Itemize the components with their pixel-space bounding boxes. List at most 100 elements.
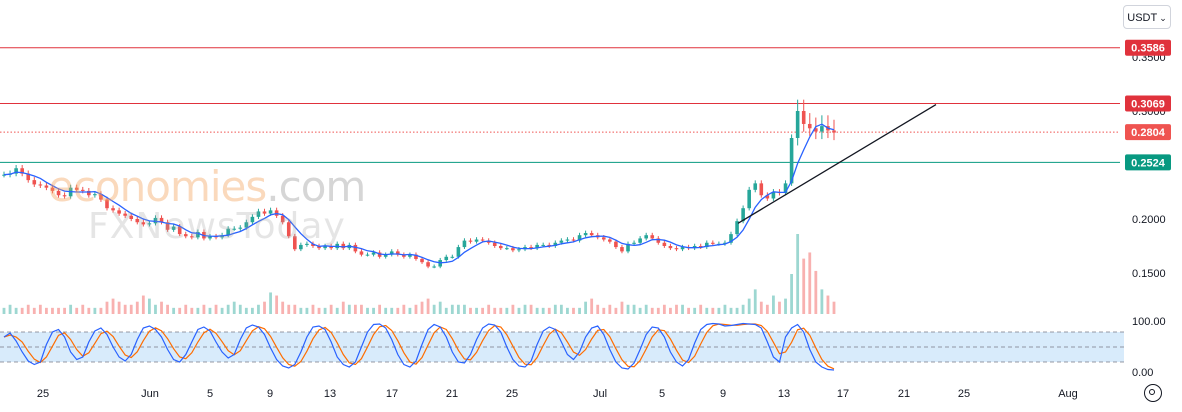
candle-body <box>620 247 624 252</box>
volume-bar <box>765 304 769 314</box>
candle-body <box>735 221 739 235</box>
x-tick-label: 25 <box>37 388 49 400</box>
volume-bar <box>620 301 624 314</box>
candle-body <box>365 254 370 256</box>
volume-bar <box>529 304 533 314</box>
volume-bar <box>426 298 430 314</box>
candle-body <box>2 174 6 176</box>
candle-body <box>395 251 400 255</box>
volume-bar <box>63 307 66 314</box>
candle-body <box>256 211 261 217</box>
candle-body <box>183 234 188 237</box>
candle-body <box>511 248 515 251</box>
stoch-tick-label: 100.00 <box>1132 316 1166 328</box>
candle-body <box>486 240 491 243</box>
x-tick-label: 25 <box>506 388 518 400</box>
price-level-label: 0.2524 <box>1131 157 1166 169</box>
candle-body <box>729 234 733 243</box>
candle-body <box>208 236 212 239</box>
candle-body <box>553 242 558 246</box>
currency-selector[interactable]: USDT ⌄ <box>1123 5 1171 29</box>
volume-bar <box>51 307 54 314</box>
volume-bar <box>517 307 521 314</box>
candle-body <box>414 254 418 259</box>
volume-bar <box>20 307 24 314</box>
candle-body <box>420 258 424 263</box>
candle-body <box>559 240 564 243</box>
volume-bar <box>360 304 363 314</box>
volume-bar <box>487 304 491 314</box>
volume-bar <box>590 298 594 314</box>
candle-body <box>444 256 449 261</box>
price-level-badge <box>1125 124 1171 141</box>
volume-bar <box>275 295 279 314</box>
volume-bar <box>311 304 315 314</box>
volume-bar <box>541 307 545 314</box>
volume-bar <box>129 304 133 314</box>
candle-body <box>426 262 430 267</box>
volume-bar <box>105 301 109 314</box>
volume-bar <box>438 301 442 314</box>
volume-bar <box>432 304 436 314</box>
price-level-label: 0.3586 <box>1131 43 1165 55</box>
watermark-sub: FXNewsToday <box>88 206 346 247</box>
volume-bar <box>220 307 224 314</box>
candle-body <box>135 219 140 223</box>
stoch-tick-label: 0.00 <box>1132 367 1153 379</box>
candle-body <box>807 123 812 129</box>
volume-bar <box>172 307 176 314</box>
volume-bar <box>148 298 151 314</box>
volume-bar <box>57 307 60 314</box>
volume-bar <box>505 307 509 314</box>
volume-bar <box>335 307 339 314</box>
candle-body <box>505 248 509 250</box>
candle-body <box>87 190 91 196</box>
x-tick-label: 21 <box>446 388 458 400</box>
volume-bar <box>269 292 272 314</box>
x-tick-label: 17 <box>837 388 849 400</box>
candle-body <box>529 247 533 249</box>
volume-bar <box>178 307 182 314</box>
volume-bar <box>384 307 388 314</box>
volume-bar <box>414 304 418 314</box>
candle-body <box>190 236 194 238</box>
volume-bar <box>584 301 588 314</box>
candle-body <box>353 244 358 252</box>
volume-bar <box>45 307 48 314</box>
x-tick-label: Jul <box>593 388 607 400</box>
volume-bar <box>559 304 563 314</box>
volume-bar <box>753 289 757 314</box>
volume-bar <box>160 301 163 314</box>
candle-body <box>674 248 679 250</box>
candle-body <box>111 208 115 211</box>
volume-bar <box>578 307 581 314</box>
candle-body <box>517 249 521 251</box>
candle-body <box>165 222 170 230</box>
candle-body <box>32 180 37 185</box>
candle-body <box>608 239 612 242</box>
volume-bar <box>638 307 642 314</box>
volume-bar <box>735 307 739 314</box>
candle-body <box>723 242 727 244</box>
candle-body <box>226 228 230 236</box>
candle-body <box>62 195 67 197</box>
x-tick-label: 9 <box>720 388 726 400</box>
gear-icon[interactable] <box>1144 384 1162 402</box>
volume-bar <box>353 304 357 314</box>
candle-body <box>535 244 539 249</box>
volume-bar <box>705 307 709 314</box>
x-tick-label: 17 <box>386 388 398 400</box>
x-tick-label: 9 <box>267 388 273 400</box>
chevron-down-icon: ⌄ <box>1159 13 1167 23</box>
moving-average <box>3 123 835 264</box>
volume-bar <box>826 295 830 314</box>
volume-bar <box>444 307 448 314</box>
volume-bar <box>190 307 194 314</box>
volume-bar <box>572 307 575 314</box>
volume-bar <box>287 304 291 314</box>
candle-body <box>698 246 703 248</box>
trend-line <box>737 103 937 224</box>
volume-bar <box>632 304 636 314</box>
candle-body <box>74 187 79 190</box>
candle-body <box>480 239 485 241</box>
